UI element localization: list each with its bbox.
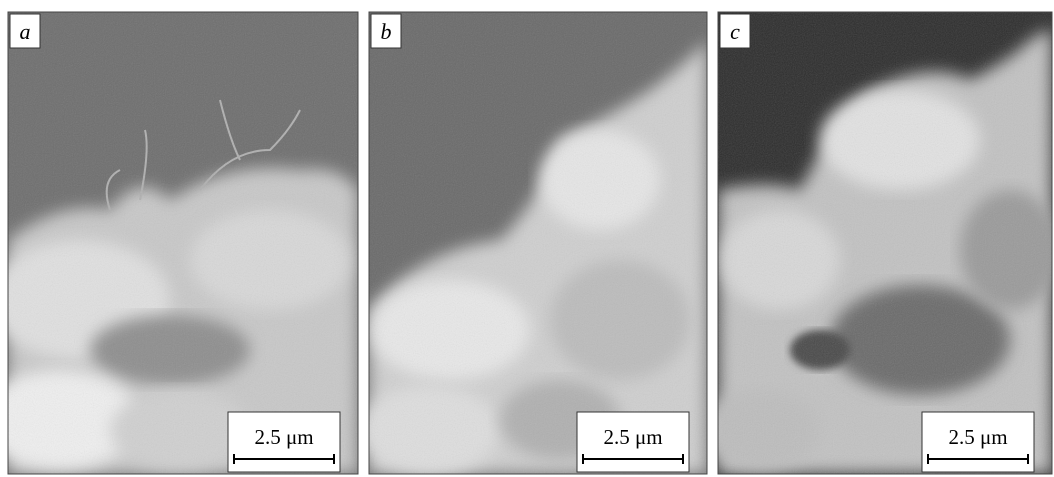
scale-bar-label: 2.5 μm <box>948 425 1007 449</box>
scale-bar-label: 2.5 μm <box>254 425 313 449</box>
micrograph-b <box>360 12 707 475</box>
panel-label: a <box>20 19 31 44</box>
panel-label: c <box>730 19 740 44</box>
micrograph-a <box>0 12 358 474</box>
panel-label: b <box>381 19 392 44</box>
micrograph-c <box>700 12 1054 474</box>
scale-bar-label: 2.5 μm <box>603 425 662 449</box>
figure: a 2.5 μm b 2.5 μm c 2.5 μm <box>0 0 1054 477</box>
